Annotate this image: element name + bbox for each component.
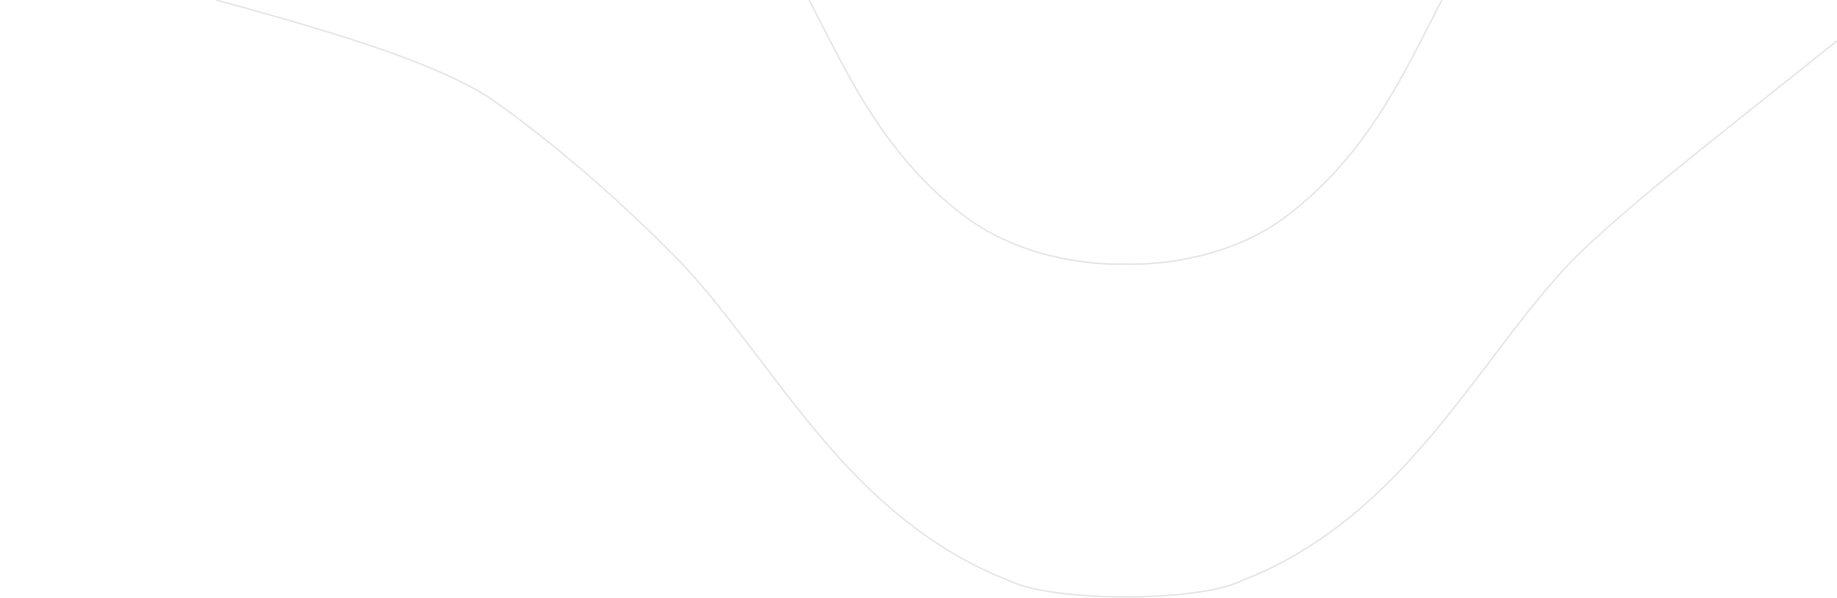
inner-wave-line bbox=[808, 0, 1443, 265]
outer-wave-line bbox=[215, 0, 1837, 598]
